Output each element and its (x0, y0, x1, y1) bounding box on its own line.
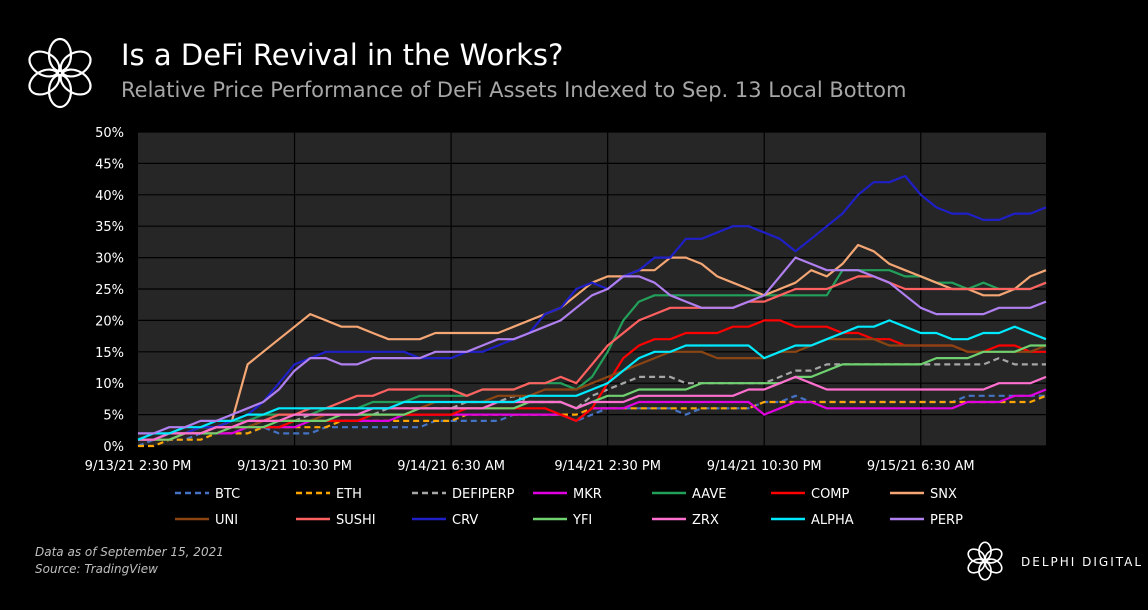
legend-label-yfi: YFI (572, 513, 592, 528)
legend-label-sushi: SUSHI (336, 513, 376, 528)
data-as-of-note: Data as of September 15, 2021 (35, 545, 224, 559)
series-line-comp (138, 319, 1046, 441)
delphi-logo-icon (28, 37, 92, 109)
y-tick-label: 25% (95, 283, 124, 298)
legend-label-aave: AAVE (692, 487, 726, 502)
y-tick-label: 50% (95, 126, 124, 141)
legend-label-zrx: ZRX (692, 513, 719, 528)
legend-label-perp: PERP (930, 513, 963, 528)
y-tick-label: 40% (95, 189, 124, 204)
legend-label-uni: UNI (215, 513, 238, 528)
y-tick-label: 5% (103, 409, 124, 424)
y-tick-label: 30% (95, 252, 124, 267)
page-title: Is a DeFi Revival in the Works? (121, 38, 564, 72)
legend-label-alpha: ALPHA (811, 513, 854, 528)
legend-label-snx: SNX (930, 487, 957, 502)
y-tick-label: 0% (103, 440, 124, 455)
page-subtitle: Relative Price Performance of DeFi Asset… (121, 78, 907, 102)
series-line-crv (138, 174, 1047, 441)
source-note: Source: TradingView (35, 562, 158, 576)
legend-label-eth: ETH (336, 487, 362, 502)
y-tick-label: 10% (95, 377, 124, 392)
x-tick-label: 9/14/21 10:30 PM (707, 459, 822, 474)
legend-label-crv: CRV (452, 513, 478, 528)
delphi-brand-logo-icon (967, 541, 1003, 581)
series-line-sushi (138, 275, 1047, 441)
y-tick-label: 35% (95, 220, 124, 235)
series-line-zrx (138, 375, 1047, 441)
series-line-perp (138, 256, 1047, 435)
y-tick-label: 15% (95, 346, 124, 361)
series-line-alpha (137, 319, 1047, 441)
x-tick-label: 9/15/21 6:30 AM (867, 459, 975, 474)
legend-label-mkr: MKR (573, 487, 602, 502)
y-tick-label: 45% (95, 157, 124, 172)
x-tick-label: 9/13/21 2:30 PM (85, 459, 192, 474)
legend-label-defiperp: DEFIPERP (452, 487, 515, 502)
brand-name: DELPHI DIGITAL (1021, 555, 1144, 569)
y-tick-label: 20% (95, 314, 124, 329)
x-tick-label: 9/14/21 2:30 PM (554, 459, 661, 474)
legend-label-comp: COMP (811, 487, 850, 502)
legend-label-btc: BTC (215, 487, 240, 502)
x-tick-label: 9/13/21 10:30 PM (237, 459, 352, 474)
x-tick-label: 9/14/21 6:30 AM (397, 459, 505, 474)
